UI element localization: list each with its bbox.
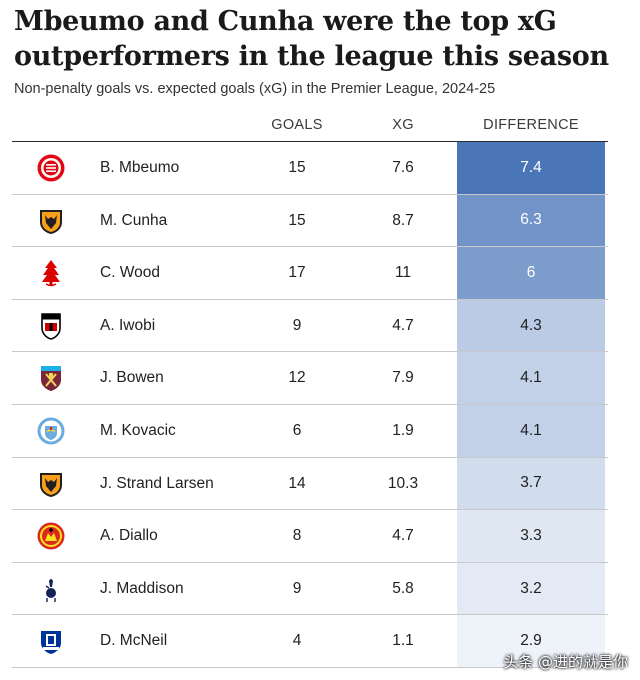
table-row: J. Strand Larsen 14 10.3 3.7: [12, 457, 608, 511]
difference-value: 3.7: [520, 474, 542, 492]
xg-value: 1.9: [392, 421, 414, 439]
difference-value: 4.1: [520, 421, 542, 439]
goals-value: 15: [288, 211, 306, 229]
xg-value: 10.3: [387, 474, 419, 492]
goals-value: 14: [288, 474, 306, 492]
player-name: J. Bowen: [100, 369, 164, 387]
difference-value: 4.1: [520, 369, 542, 387]
xg-value: 8.7: [392, 211, 414, 229]
brentford-badge-icon: [36, 153, 66, 183]
table-row: C. Wood 17 11 6: [12, 247, 608, 300]
west-ham-badge-icon: [36, 363, 66, 393]
column-header-difference: DIFFERENCE: [483, 117, 579, 133]
man-united-badge-icon: [36, 521, 66, 551]
xg-value: 1.1: [392, 632, 414, 650]
goals-value: 17: [288, 264, 306, 282]
difference-value: 6: [526, 263, 536, 281]
difference-cell: 3.7: [457, 457, 605, 510]
player-name: D. McNeil: [100, 632, 168, 650]
player-name: A. Iwobi: [100, 316, 156, 334]
xg-value: 5.8: [392, 579, 414, 597]
difference-value: 6.3: [520, 211, 542, 229]
goals-value: 9: [292, 316, 302, 334]
goals-value: 9: [292, 579, 302, 597]
goals-value: 6: [292, 421, 302, 439]
everton-badge-icon: [36, 626, 66, 656]
wolves-badge-icon: [36, 206, 66, 236]
difference-cell: 4.1: [457, 352, 605, 404]
tottenham-badge-icon: [36, 574, 66, 604]
table-body: B. Mbeumo 15 7.6 7.4 M. Cunha 15 8.7 6.3 C. Wood…: [12, 142, 608, 668]
xg-value: 7.9: [392, 369, 414, 387]
difference-value: 2.9: [520, 632, 542, 650]
difference-cell: 4.1: [457, 404, 605, 457]
page-subtitle: Non-penalty goals vs. expected goals (xG…: [14, 81, 496, 97]
xg-value: 4.7: [392, 316, 414, 334]
table-header: GOALS XG DIFFERENCE: [12, 108, 608, 142]
goals-value: 8: [292, 527, 302, 545]
xg-value: 4.7: [392, 527, 414, 545]
difference-cell: 3.2: [457, 562, 605, 615]
nottingham-forest-badge-icon: [36, 258, 66, 288]
difference-value: 7.4: [520, 158, 542, 176]
table-row: A. Diallo 8 4.7 3.3: [12, 510, 608, 563]
wolves-badge-icon: [36, 469, 66, 499]
table-row: M. Cunha 15 8.7 6.3: [12, 194, 608, 248]
watermark: 头条 @进的就是你: [503, 653, 628, 671]
xg-value: 11: [394, 264, 412, 282]
difference-value: 3.2: [520, 579, 542, 597]
table-row: B. Mbeumo 15 7.6 7.4: [12, 142, 608, 195]
page-title: Mbeumo and Cunha were the top xG outperf…: [14, 6, 609, 72]
goals-value: 4: [292, 632, 302, 650]
player-name: J. Strand Larsen: [100, 474, 214, 492]
difference-cell: 4.3: [457, 299, 605, 352]
difference-value: 4.3: [520, 316, 542, 334]
table-row: D. McNeil 4 1.1 2.9: [12, 615, 608, 668]
goals-value: 12: [288, 369, 306, 387]
table-row: J. Maddison 9 5.8 3.2: [12, 562, 608, 616]
player-name: J. Maddison: [100, 579, 184, 597]
table-row: J. Bowen 12 7.9 4.1: [12, 352, 608, 405]
table-row: A. Iwobi 9 4.7 4.3: [12, 299, 608, 353]
goals-value: 15: [288, 159, 306, 176]
man-city-badge-icon: [36, 416, 66, 446]
player-name: C. Wood: [100, 264, 161, 282]
player-name: M. Cunha: [100, 211, 168, 229]
player-name: B. Mbeumo: [100, 159, 180, 176]
xg-table: GOALS XG DIFFERENCE B. Mbeumo 15 7.6 7.4 M. …: [12, 108, 608, 668]
player-name: M. Kovacic: [100, 421, 176, 439]
difference-cell: 2.9: [457, 615, 605, 667]
difference-cell: 6.3: [457, 194, 605, 247]
column-header-xg: XG: [392, 117, 414, 133]
player-name: A. Diallo: [100, 527, 158, 545]
column-header-goals: GOALS: [271, 117, 323, 133]
difference-cell: 6: [457, 247, 605, 299]
fulham-badge-icon: [36, 311, 66, 341]
table-row: M. Kovacic 6 1.9 4.1: [12, 404, 608, 458]
difference-cell: 3.3: [457, 510, 605, 562]
difference-cell: 7.4: [457, 142, 605, 194]
xg-value: 7.6: [392, 159, 414, 176]
difference-value: 3.3: [520, 526, 542, 544]
